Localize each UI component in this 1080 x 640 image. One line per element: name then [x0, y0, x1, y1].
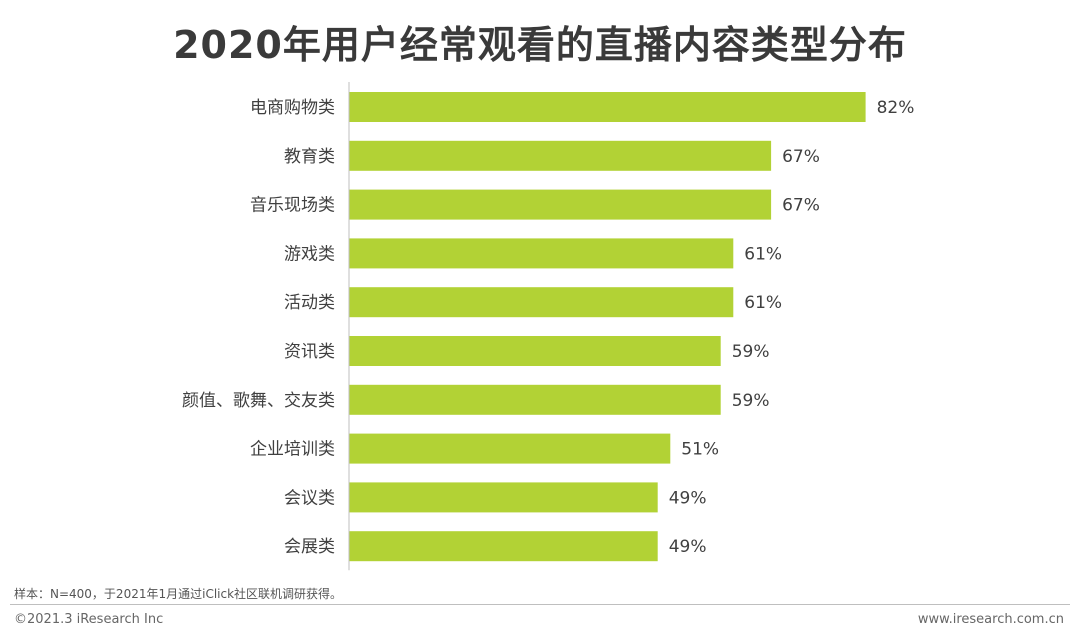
category-label: 电商购物类 [250, 98, 335, 118]
bar [349, 531, 658, 562]
category-label: 会议类 [284, 488, 335, 508]
footer-divider [10, 604, 1070, 605]
category-label: 会展类 [284, 537, 335, 557]
website-link[interactable]: www.iresearch.com.cn [917, 612, 1064, 627]
bar [349, 189, 772, 220]
chart-title: 2020年用户经常观看的直播内容类型分布 [173, 23, 907, 67]
bar [349, 238, 734, 269]
value-label: 82% [877, 98, 915, 118]
category-label: 颜值、歌舞、交友类 [182, 391, 335, 411]
bar [349, 287, 734, 318]
bar [349, 92, 866, 122]
category-label: 企业培训类 [250, 440, 335, 460]
category-label: 教育类 [284, 147, 335, 167]
category-label: 活动类 [284, 293, 335, 313]
category-label: 游戏类 [284, 244, 335, 264]
bar [349, 384, 721, 415]
value-label: 67% [782, 147, 820, 167]
copyright: ©2021.3 iResearch Inc [14, 612, 164, 627]
value-label: 49% [669, 488, 707, 508]
footnote: 样本：N=400，于2021年1月通过iClick社区联机调研获得。 [14, 587, 343, 601]
bar [349, 140, 772, 171]
category-label: 音乐现场类 [250, 196, 335, 216]
bar [349, 482, 658, 513]
value-label: 51% [681, 440, 719, 460]
value-label: 61% [744, 293, 782, 313]
value-label: 61% [744, 244, 782, 264]
category-label: 资讯类 [284, 342, 335, 362]
value-label: 67% [782, 196, 820, 216]
value-label: 59% [732, 391, 770, 411]
bar [349, 336, 721, 366]
bar [349, 433, 671, 464]
value-label: 49% [669, 537, 707, 557]
value-label: 59% [732, 342, 770, 362]
